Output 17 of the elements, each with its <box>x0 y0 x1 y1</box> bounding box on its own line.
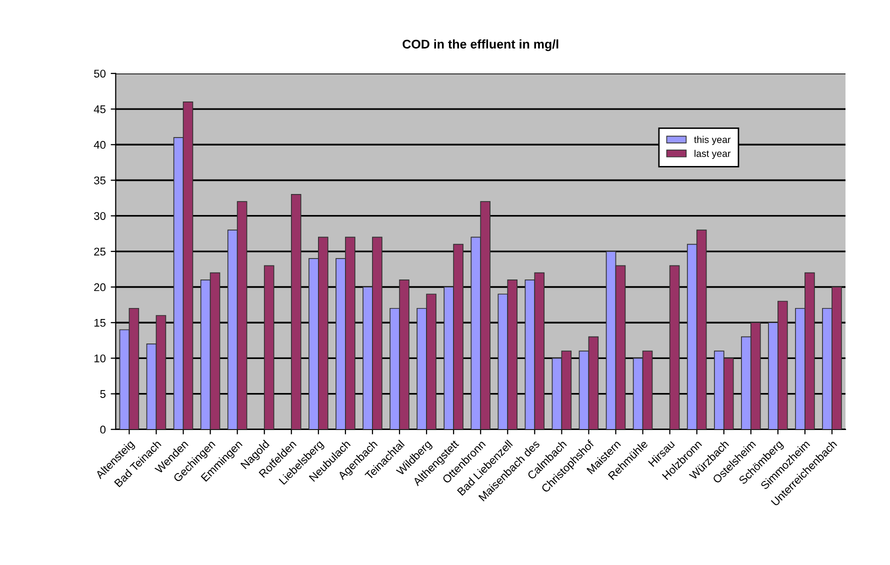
bar <box>290 194 302 430</box>
y-tick-label: 5 <box>100 390 106 398</box>
legend-label: this year <box>694 136 731 145</box>
chart-title: COD in the effluent in mg/l <box>402 39 558 52</box>
y-tick-label: 25 <box>94 248 106 256</box>
y-tick-label: 10 <box>94 354 106 362</box>
y-tick-label: 40 <box>94 140 106 149</box>
y-tick-label: 15 <box>94 318 106 327</box>
bar <box>264 265 274 430</box>
legend-label: last year <box>694 150 731 159</box>
y-tick-label: 20 <box>94 283 106 292</box>
bar <box>669 265 680 430</box>
y-tick-label: 50 <box>94 70 106 78</box>
y-tick-label: 30 <box>94 212 106 220</box>
y-tick-label: 35 <box>94 176 106 184</box>
y-tick-label: 0 <box>100 426 106 434</box>
y-tick-label: 45 <box>94 105 106 114</box>
